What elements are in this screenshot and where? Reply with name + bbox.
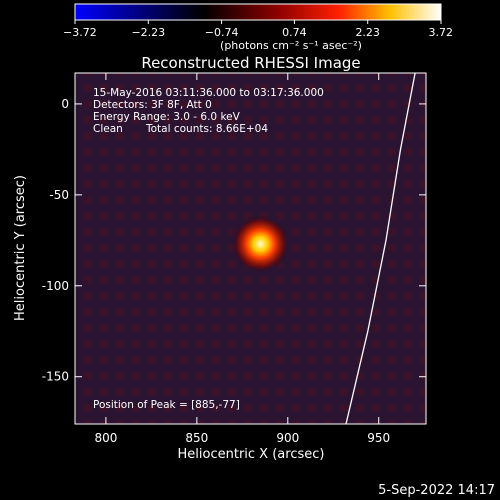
colorbar-tick-label: −0.74 [205, 26, 239, 39]
annotation-method: Clean [93, 123, 123, 135]
footer-date: 5-Sep-2022 14:17 [378, 483, 495, 498]
colorbar-tick-label: −2.23 [131, 26, 165, 39]
x-tick-label: 900 [276, 431, 299, 445]
x-tick-label: 800 [94, 431, 117, 445]
colorbar-ticks: −3.72 −2.23 −0.74 0.74 2.23 3.72 [63, 20, 453, 39]
y-axis-label: Heliocentric Y (arcsec) [13, 175, 28, 321]
colorbar-tick-label: −3.72 [63, 26, 97, 39]
x-tick-label: 950 [367, 431, 390, 445]
y-tick-label: -150 [42, 370, 69, 384]
colorbar-tick-label: 2.23 [355, 26, 380, 39]
x-tick-label: 850 [185, 431, 208, 445]
y-tick-label: -50 [49, 188, 69, 202]
colorbar-tick-label: 3.72 [429, 26, 454, 39]
annotation-peak: Position of Peak = [885,-77] [93, 399, 240, 411]
y-axis-ticks: 0 -50 -100 -150 [42, 97, 426, 384]
annotation-time-range: 15-May-2016 03:11:36.000 to 03:17:36.000 [93, 87, 324, 99]
annotation-detectors: Detectors: 3F 8F, Att 0 [93, 99, 212, 111]
colorbar-tick-label: 0.74 [282, 26, 307, 39]
annotation-counts: Total counts: 8.66E+04 [145, 123, 268, 135]
peak-source [232, 215, 289, 272]
colorbar [74, 3, 442, 21]
solar-limb [345, 73, 416, 424]
plot-frame [74, 72, 427, 425]
y-tick-label: -100 [42, 279, 69, 293]
x-axis-ticks: 800 850 900 950 [94, 73, 390, 445]
annotation-energy: Energy Range: 3.0 - 6.0 keV [93, 111, 241, 123]
emission-halo [75, 73, 128, 122]
y-tick-label: 0 [61, 97, 69, 111]
colorbar-units: (photons cm⁻² s⁻¹ asec⁻²) [220, 39, 362, 52]
chart-title: Reconstructed RHESSI Image [141, 54, 360, 72]
x-axis-label: Heliocentric X (arcsec) [178, 447, 325, 462]
